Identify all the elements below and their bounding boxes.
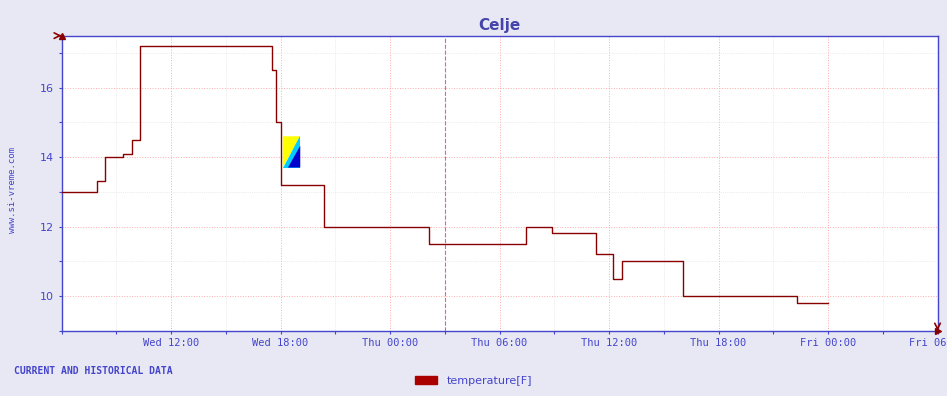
Text: CURRENT AND HISTORICAL DATA: CURRENT AND HISTORICAL DATA <box>14 366 173 376</box>
Polygon shape <box>283 136 300 168</box>
Text: www.si-vreme.com: www.si-vreme.com <box>8 147 17 233</box>
Polygon shape <box>288 146 300 168</box>
Legend: temperature[F]: temperature[F] <box>411 371 536 390</box>
Polygon shape <box>283 136 300 168</box>
Title: Celje: Celje <box>478 18 521 33</box>
